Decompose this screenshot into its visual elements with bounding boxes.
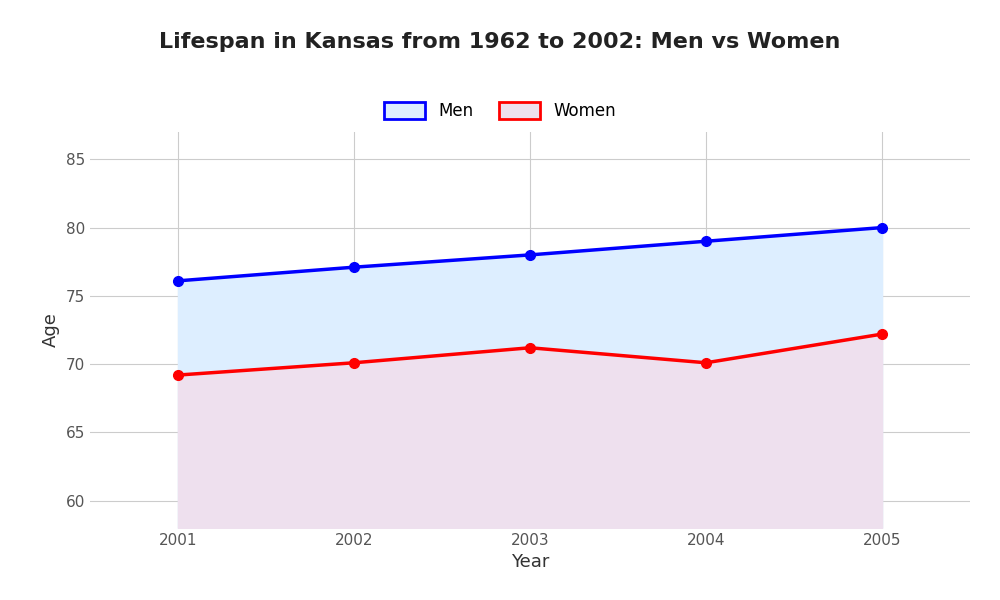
Legend: Men, Women: Men, Women: [377, 95, 623, 127]
Text: Lifespan in Kansas from 1962 to 2002: Men vs Women: Lifespan in Kansas from 1962 to 2002: Me…: [159, 32, 841, 52]
Y-axis label: Age: Age: [42, 313, 60, 347]
X-axis label: Year: Year: [511, 553, 549, 571]
